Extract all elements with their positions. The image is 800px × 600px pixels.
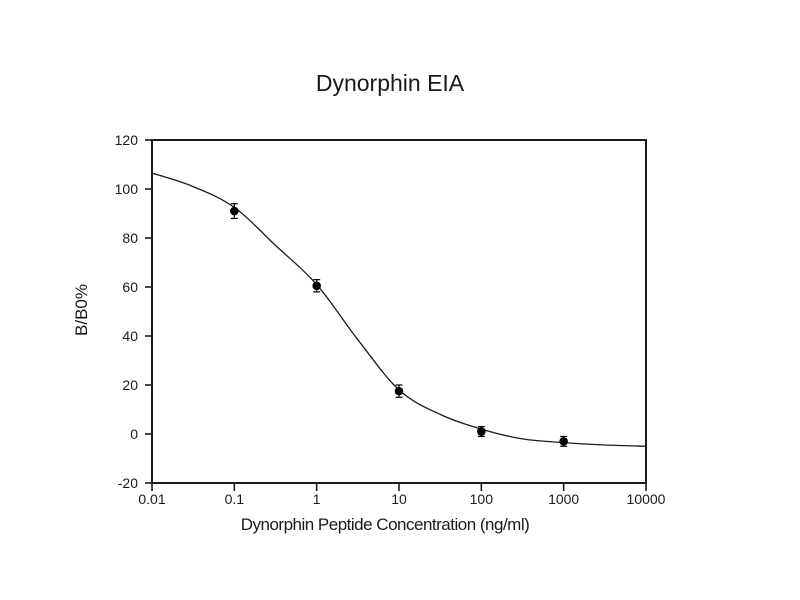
- x-axis-tick-label: 10: [391, 491, 407, 507]
- x-axis-tick-label: 1000: [548, 491, 579, 507]
- plot-frame: [151, 139, 647, 484]
- y-axis-tick-label: 100: [115, 181, 139, 197]
- data-point: [312, 281, 321, 291]
- y-axis-tick-label: 120: [115, 132, 139, 148]
- x-axis-tick-label: 0.01: [138, 491, 165, 507]
- data-point: [559, 437, 568, 446]
- x-axis-tick-label: 0.1: [225, 491, 245, 507]
- x-axis-label: Dynorphin Peptide Concentration (ng/ml): [240, 515, 530, 534]
- y-axis-tick-label: 80: [122, 230, 138, 246]
- y-axis-tick-label: -20: [118, 475, 138, 491]
- data-point: [477, 427, 486, 436]
- x-axis-tick-label: 100: [470, 491, 494, 507]
- data-point: [394, 386, 404, 396]
- x-axis-tick-label: 1: [313, 491, 321, 507]
- y-axis-tick-label: 60: [122, 279, 138, 295]
- data-point: [230, 206, 239, 216]
- y-axis-tick-label: 0: [130, 426, 138, 442]
- y-axis-tick-label: 40: [122, 328, 138, 344]
- chart-title: Dynorphin EIA: [315, 70, 465, 96]
- x-axis-tick-label: 10000: [627, 491, 666, 507]
- y-axis-tick-label: 20: [122, 377, 138, 393]
- 4pl-fit-curve: [151, 172, 647, 447]
